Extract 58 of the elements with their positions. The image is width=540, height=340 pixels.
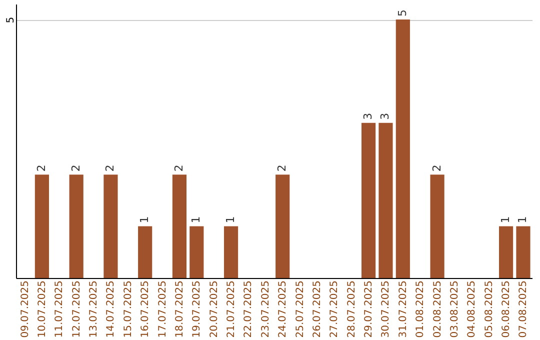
bar — [172, 174, 187, 278]
x-tick-label: 11.07.2025 — [54, 280, 66, 338]
x-tick-label: 13.07.2025 — [88, 280, 100, 338]
x-tick-label: 24.07.2025 — [278, 280, 289, 338]
x-tick-label: 22.07.2025 — [243, 280, 254, 338]
data-label: 2 — [430, 164, 444, 172]
bar — [378, 122, 393, 278]
x-tick-label: 03.08.2025 — [449, 280, 460, 338]
data-label: 2 — [69, 164, 82, 172]
data-label: 2 — [104, 164, 117, 172]
bar — [224, 226, 238, 278]
x-tick-label: 05.08.2025 — [484, 280, 495, 338]
x-tick-label: 04.08.2025 — [466, 280, 478, 338]
bar — [276, 174, 290, 278]
x-tick-label: 06.08.2025 — [501, 280, 512, 338]
data-label: 2 — [34, 164, 48, 172]
data-label: 1 — [138, 216, 152, 224]
x-tick-label: 14.07.2025 — [106, 280, 117, 338]
x-tick-label: 30.07.2025 — [380, 280, 392, 338]
bar — [396, 20, 410, 278]
x-tick-label: 10.07.2025 — [36, 280, 48, 338]
bar — [190, 226, 204, 278]
x-tick-label: 02.08.2025 — [432, 280, 444, 338]
x-tick-label: 01.08.2025 — [415, 280, 426, 338]
x-tick-label: 19.07.2025 — [192, 280, 203, 338]
bar — [104, 174, 118, 278]
bar — [499, 226, 514, 278]
x-tick-label: 12.07.2025 — [71, 280, 82, 338]
x-tick-label: 26.07.2025 — [312, 280, 323, 338]
data-label: 1 — [499, 216, 512, 224]
data-label: 5 — [396, 10, 409, 17]
data-label: 1 — [190, 216, 203, 224]
x-tick-label: 07.08.2025 — [518, 280, 530, 338]
bar — [516, 226, 530, 278]
bar — [69, 174, 84, 278]
data-label: 1 — [224, 216, 238, 224]
x-tick-label: 17.07.2025 — [157, 280, 168, 338]
data-label: 2 — [172, 164, 186, 172]
x-tick-label: 25.07.2025 — [294, 280, 306, 338]
x-tick-label: 18.07.2025 — [174, 280, 186, 338]
x-tick-label: 09.07.2025 — [20, 280, 31, 338]
x-tick-label: 21.07.2025 — [226, 280, 238, 338]
x-tick-label: 16.07.2025 — [140, 280, 152, 338]
data-label: 3 — [362, 112, 375, 120]
x-tick-label: 20.07.2025 — [208, 280, 220, 338]
bar — [361, 122, 376, 278]
bar — [430, 174, 444, 278]
data-label: 2 — [276, 164, 289, 172]
x-tick-label: 23.07.2025 — [260, 280, 272, 338]
data-label: 3 — [378, 112, 392, 120]
x-tick-label: 27.07.2025 — [329, 280, 340, 338]
x-tick-label: 28.07.2025 — [346, 280, 358, 338]
x-tick-label: 29.07.2025 — [364, 280, 375, 338]
bar — [138, 226, 152, 278]
x-tick-label: 15.07.2025 — [122, 280, 134, 338]
x-tick-label: 31.07.2025 — [398, 280, 409, 338]
data-label: 1 — [516, 216, 530, 224]
bar — [34, 174, 49, 278]
